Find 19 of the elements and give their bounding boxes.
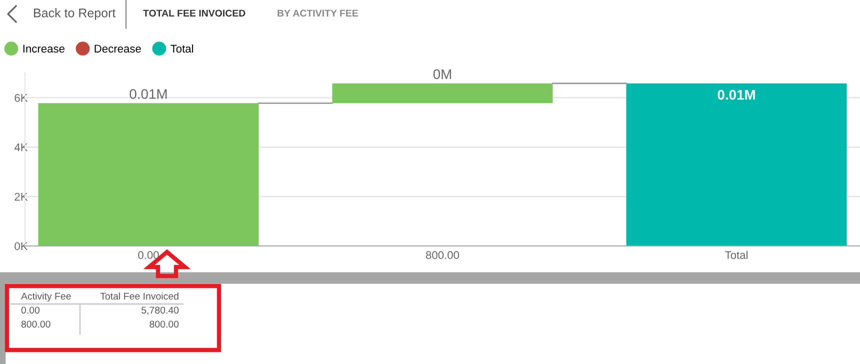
x-tick-label: 800.00 <box>426 251 460 260</box>
x-tick-label: Total <box>725 250 748 260</box>
text: 5,780.40 <box>142 306 179 315</box>
text: 800.00 <box>21 320 50 328</box>
data-label: 0M <box>433 69 452 80</box>
text: BY ACTIVITY FEE <box>278 10 358 17</box>
text: Total Fee Invoiced <box>100 292 178 300</box>
data-label: 0.01M <box>130 89 167 99</box>
x-tick-label: 0.00 <box>138 251 159 260</box>
text: 0.00 <box>21 306 40 314</box>
y-tick-label: 0K <box>14 242 28 250</box>
text: Back to Report <box>34 8 116 20</box>
text: TOTAL FEE INVOICED <box>143 10 246 17</box>
data-label: 0.01M <box>718 90 755 100</box>
legend-label: Decrease <box>94 44 141 53</box>
legend-label: Increase <box>23 44 64 53</box>
text: 800.00 <box>150 320 179 328</box>
legend-label: Total <box>170 44 194 53</box>
text: Activity Fee <box>21 292 71 302</box>
